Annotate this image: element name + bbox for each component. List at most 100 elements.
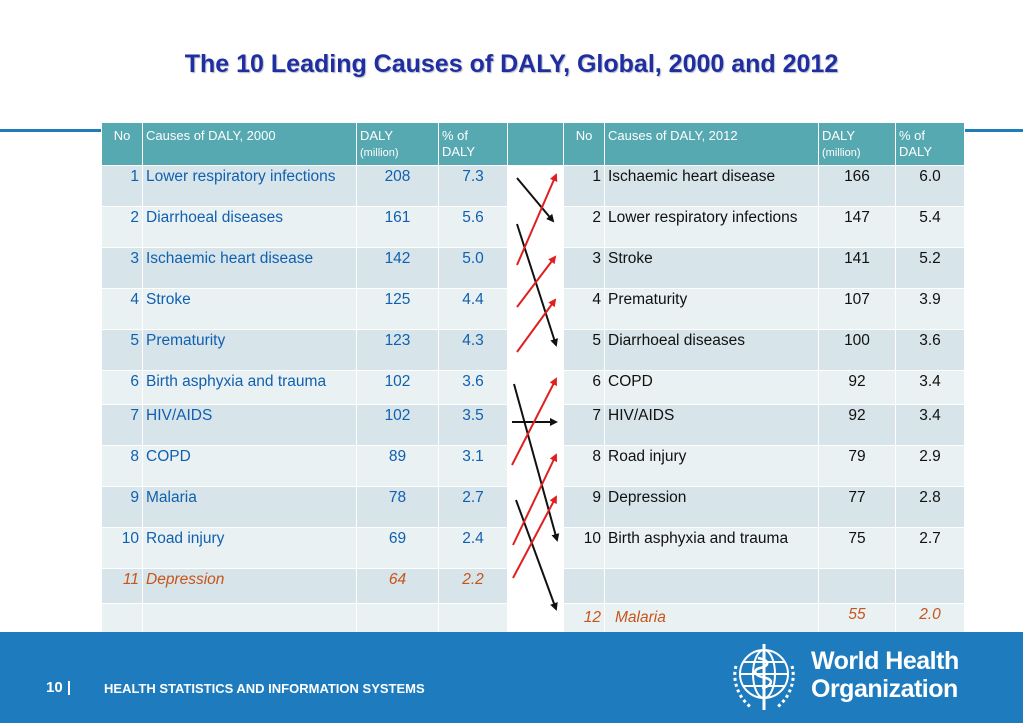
cause-2000: Prematurity (142, 329, 357, 371)
empty-cell (604, 568, 819, 604)
pct-2012: 3.4 (895, 370, 965, 405)
arrow-lower-respiratory-down (516, 177, 555, 223)
table-row: 6 Birth asphyxia and trauma 102 3.6 6 CO… (101, 370, 965, 405)
header-pct-2012-line2: DALY (899, 144, 932, 159)
header-no-2000: No (101, 122, 143, 166)
pct-2000: 2.4 (438, 527, 508, 569)
cause-2012: Birth asphyxia and trauma (604, 527, 819, 569)
header-cause-2012-text: Causes of DALY, 2012 (608, 128, 738, 143)
cause-2012: HIV/AIDS (604, 404, 819, 446)
cause-2000: Depression (142, 568, 357, 604)
daly-2012: 92 (818, 404, 896, 446)
rank-2000: 9 (101, 486, 143, 528)
cause-2012: Road injury (604, 445, 819, 487)
pct-2000: 3.5 (438, 404, 508, 446)
cause-2000: Birth asphyxia and trauma (142, 370, 357, 405)
footer-section-title: HEALTH STATISTICS AND INFORMATION SYSTEM… (104, 681, 425, 696)
pct-2012: 2.8 (895, 486, 965, 528)
arrow-depression-up (512, 495, 557, 579)
table-row: 3 Ischaemic heart disease 142 5.0 3 Stro… (101, 247, 965, 289)
arrow-birth-asphyxia-down (513, 383, 560, 542)
rank-2000: 10 (101, 527, 143, 569)
pct-2000: 3.6 (438, 370, 508, 405)
arrow-ischaemic-up (516, 173, 558, 266)
daly-2012: 79 (818, 445, 896, 487)
table-row: 7 HIV/AIDS 102 3.5 7 HIV/AIDS 92 3.4 (101, 404, 965, 446)
daly-2000: 78 (356, 486, 439, 528)
cause-2012: Depression (604, 486, 819, 528)
daly-comparison-table: No Causes of DALY, 2000 DALY (million) % … (101, 122, 965, 639)
pct-2012: 3.6 (895, 329, 965, 371)
pct-2000: 4.3 (438, 329, 508, 371)
pct-2012: 2.9 (895, 445, 965, 487)
pct-2012: 6.0 (895, 165, 965, 207)
rank-2012: 2 (563, 206, 605, 248)
pct-2012: 3.9 (895, 288, 965, 330)
rank-2012: 1 (563, 165, 605, 207)
header-daly-2000: DALY (million) (356, 122, 439, 166)
rank-2012: 10 (563, 527, 605, 569)
cause-2000: COPD (142, 445, 357, 487)
arrow-cell (507, 370, 564, 405)
rank-2000: 6 (101, 370, 143, 405)
header-daly-unit-2000: (million) (360, 147, 399, 159)
daly-2012: 141 (818, 247, 896, 289)
pct-2012: 5.4 (895, 206, 965, 248)
arrow-cell (507, 486, 564, 528)
arrow-copd-up (511, 377, 557, 466)
cause-2012: Prematurity (604, 288, 819, 330)
who-emblem-icon (733, 644, 795, 710)
pct-2000: 5.0 (438, 247, 508, 289)
cause-2000: Road injury (142, 527, 357, 569)
arrow-road-injury-up (512, 453, 558, 546)
table-row: 10 Road injury 69 2.4 10 Birth asphyxia … (101, 527, 965, 569)
pct-2000: 4.4 (438, 288, 508, 330)
header-cause-2000-text: Causes of DALY, 2000 (146, 128, 276, 143)
daly-2000: 125 (356, 288, 439, 330)
who-name-line2: Organization (811, 675, 958, 703)
header-daly-2000-text: DALY (360, 128, 393, 143)
rank-2012: 9 (563, 486, 605, 528)
table-header-row: No Causes of DALY, 2000 DALY (million) % … (101, 122, 965, 166)
header-daly-2012: DALY (million) (818, 122, 896, 166)
cause-2000: Lower respiratory infections (142, 165, 357, 207)
cause-2012: Stroke (604, 247, 819, 289)
arrow-malaria-down (515, 499, 558, 611)
rank-2000: 5 (101, 329, 143, 371)
cause-2012: Diarrhoeal diseases (604, 329, 819, 371)
header-cause-2012: Causes of DALY, 2012 (604, 122, 819, 166)
daly-2012: 147 (818, 206, 896, 248)
cause-2000: Ischaemic heart disease (142, 247, 357, 289)
footer-bar (0, 632, 1023, 723)
rank-2000: 1 (101, 165, 143, 207)
rank-2012: 8 (563, 445, 605, 487)
arrow-cell (507, 288, 564, 330)
cause-2000: Stroke (142, 288, 357, 330)
daly-2000: 102 (356, 404, 439, 446)
page-number-value: 10 (46, 679, 63, 696)
arrow-prematurity-up (516, 298, 557, 353)
table-row: 4 Stroke 125 4.4 4 Prematurity 107 3.9 (101, 288, 965, 330)
empty-cell (895, 568, 965, 604)
page-number: 10 | (46, 679, 71, 696)
header-rule-right (962, 129, 1023, 132)
cause-2012: Ischaemic heart disease (604, 165, 819, 207)
header-pct-2000-line1: % of (442, 128, 469, 143)
header-daly-unit-2012: (million) (822, 147, 861, 159)
arrow-stroke-up (516, 255, 557, 308)
rank-2000: 2 (101, 206, 143, 248)
rank-2000: 4 (101, 288, 143, 330)
daly-2000: 161 (356, 206, 439, 248)
daly-2012: 77 (818, 486, 896, 528)
daly-2012: 75 (818, 527, 896, 569)
header-no-2012: No (563, 122, 605, 166)
cause-2012: Lower respiratory infections (604, 206, 819, 248)
cause-2012: COPD (604, 370, 819, 405)
arrow-cell (507, 329, 564, 371)
rank-2000: 7 (101, 404, 143, 446)
rank-2012: 6 (563, 370, 605, 405)
rank-2012: 7 (563, 404, 605, 446)
header-pct-2000: % of DALY (438, 122, 508, 166)
arrow-cell (507, 568, 564, 604)
